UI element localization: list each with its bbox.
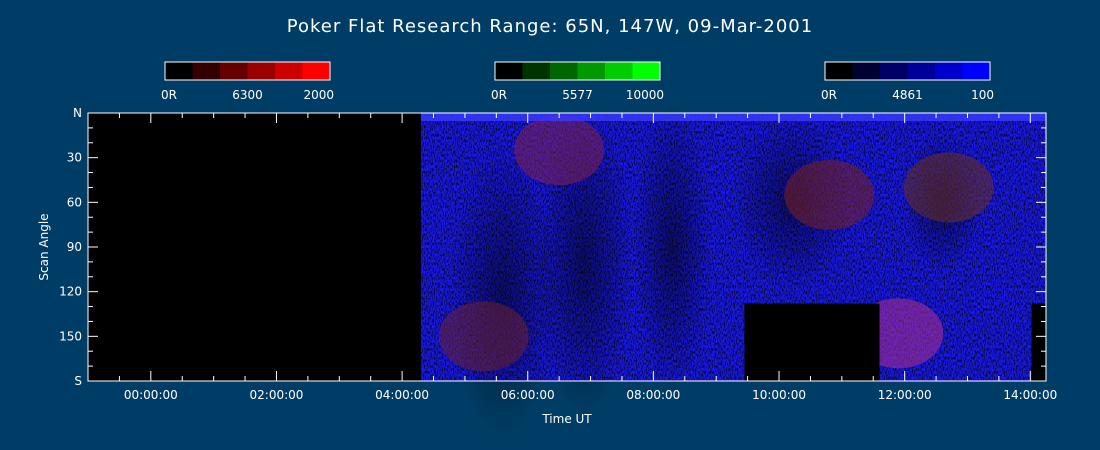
colorbar-max-label: 10000	[626, 88, 664, 102]
data-gap	[1031, 303, 1046, 381]
colorbar-4861: 0R 4861 100	[821, 61, 994, 102]
y-tick-label: N	[73, 106, 82, 120]
colorbar-step	[577, 62, 606, 80]
x-tick-label: 04:00:00	[375, 388, 429, 402]
colorbar-step	[165, 62, 193, 80]
colorbar-step	[962, 62, 991, 80]
colorbar-step	[935, 62, 963, 80]
colorbar-max-label: 100	[971, 88, 994, 102]
x-tick-label: 06:00:00	[501, 388, 555, 402]
colorbar-max-label: 2000	[303, 88, 334, 102]
y-tick-label: 90	[67, 240, 82, 254]
chart-title: Poker Flat Research Range: 65N, 147W, 09…	[286, 16, 814, 37]
colorbar-wavelength-label: 6300	[232, 88, 263, 102]
x-tick-label: 08:00:00	[626, 388, 680, 402]
y-tick-label: 150	[59, 329, 82, 343]
x-tick-label: 00:00:00	[124, 388, 178, 402]
colorbar-frame	[164, 61, 331, 81]
colorbar-min-label: 0R	[821, 88, 837, 102]
colorbar-frame	[494, 61, 661, 81]
data-gap	[744, 303, 880, 381]
x-tick-label: 02:00:00	[250, 388, 304, 402]
colorbar-min-label: 0R	[161, 88, 177, 102]
colorbar-step	[522, 62, 551, 80]
colorbar-step	[907, 62, 936, 80]
axes: 00:00:00 02:00:00 04:00:00 06:00:00 08:00:00…	[37, 106, 1057, 426]
colorbar-step	[275, 62, 303, 80]
colorbar-step	[220, 62, 248, 80]
colorbar-step	[852, 62, 881, 80]
colorbar-group: 0R 6300 2000 0R 5577 10000 0R 4861 100	[161, 61, 994, 102]
colorbar-5577: 0R 5577 10000	[491, 61, 664, 102]
colorbar-min-label: 0R	[491, 88, 507, 102]
colorbar-step	[605, 62, 633, 80]
x-tick-label: 12:00:00	[878, 388, 932, 402]
emission-feature	[784, 159, 875, 230]
colorbar-step	[550, 62, 578, 80]
y-tick-label: 120	[59, 285, 82, 299]
colorbar-frame	[824, 61, 991, 81]
plot-area	[88, 97, 1046, 442]
colorbar-step	[192, 62, 221, 80]
low-intensity-region	[632, 97, 713, 397]
y-tick-label: 60	[67, 195, 82, 209]
y-axis-title: Scan Angle	[37, 213, 51, 280]
emission-feature	[514, 115, 605, 186]
x-tick-label: 14:00:00	[1003, 388, 1057, 402]
horizon-band	[420, 113, 1046, 121]
colorbar-step	[825, 62, 853, 80]
colorbar-step	[632, 62, 661, 80]
x-axis-title: Time UT	[541, 412, 592, 426]
emission-feature	[438, 301, 529, 372]
colorbar-wavelength-label: 5577	[562, 88, 593, 102]
y-tick-label: S	[74, 374, 82, 388]
y-tick-label: 30	[67, 151, 82, 165]
colorbar-wavelength-label: 4861	[892, 88, 923, 102]
colorbar-step	[302, 62, 331, 80]
colorbar-6300: 0R 6300 2000	[161, 61, 334, 102]
colorbar-step	[495, 62, 523, 80]
x-tick-label: 10:00:00	[752, 388, 806, 402]
colorbar-step	[247, 62, 276, 80]
emission-feature	[903, 152, 994, 223]
colorbar-step	[880, 62, 908, 80]
